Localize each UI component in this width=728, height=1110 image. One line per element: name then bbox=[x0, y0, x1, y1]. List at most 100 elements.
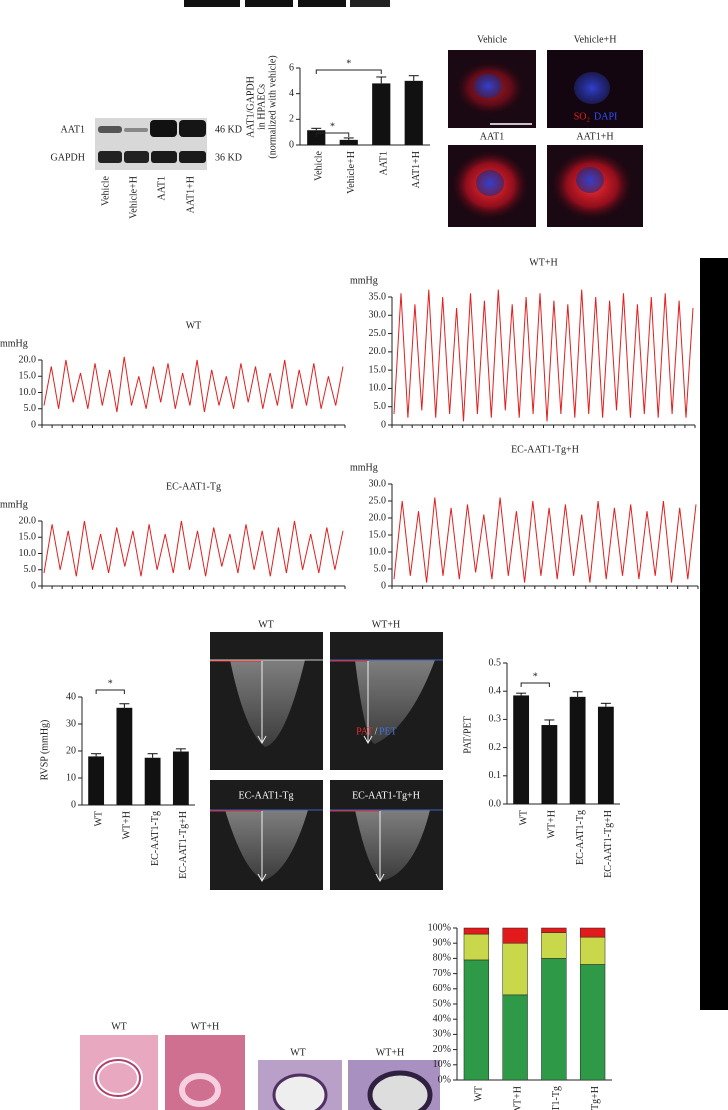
histology-images: WT WT+H WT WT+H bbox=[80, 1021, 440, 1110]
x-tick-label: EC-AAT1-Tg bbox=[150, 811, 161, 866]
x-tick-label: WT+H bbox=[547, 810, 558, 838]
bar bbox=[569, 696, 586, 804]
y-tick-label: 2 bbox=[289, 114, 294, 125]
y-tick-label: 5.0 bbox=[24, 403, 37, 414]
y-tick-label: 40 bbox=[66, 691, 76, 702]
chart-title: EC-AAT1-Tg+H bbox=[511, 444, 579, 455]
y-tick-label: 5.0 bbox=[374, 563, 387, 574]
pressure-trace bbox=[43, 520, 344, 577]
x-tick-label: WT bbox=[518, 810, 529, 826]
bar bbox=[144, 757, 161, 805]
y-axis-title: AAT1/GAPDH bbox=[245, 76, 256, 138]
echo-legend: / bbox=[375, 726, 378, 737]
y-tick-label: 0.0 bbox=[489, 798, 502, 809]
significance-label: * bbox=[533, 671, 538, 682]
image-label: AAT1+H bbox=[576, 131, 613, 142]
echo-legend: PET bbox=[379, 726, 397, 737]
y-tick-label: 0.4 bbox=[489, 685, 502, 696]
y-tick-label: 30.0 bbox=[369, 478, 387, 489]
image-label: WT bbox=[111, 1021, 127, 1032]
bar-segment bbox=[579, 936, 606, 965]
y-tick-label: 25.0 bbox=[369, 495, 387, 506]
bar-segment bbox=[502, 994, 528, 1081]
blot-size-label: 46 KD bbox=[215, 124, 242, 135]
y-tick-label: 5.0 bbox=[374, 401, 387, 412]
y-axis-unit: mmHg bbox=[0, 499, 28, 510]
image-label: Vehicle bbox=[477, 34, 508, 45]
bar bbox=[372, 83, 391, 145]
y-tick-label: 0 bbox=[381, 580, 386, 591]
x-tick-label: EC-AAT1-Tg bbox=[575, 810, 586, 865]
significance-label: * bbox=[330, 121, 335, 132]
y-tick-label: 0.1 bbox=[489, 770, 502, 781]
x-tick-label: Vehicle+H bbox=[346, 151, 357, 194]
y-tick-label: 30 bbox=[66, 718, 76, 729]
y-tick-label: 0 bbox=[381, 419, 386, 430]
y-tick-label: 10.0 bbox=[369, 546, 387, 557]
bar bbox=[597, 706, 614, 804]
y-tick-label: 20.0 bbox=[369, 346, 387, 357]
image-label: WT+H bbox=[376, 1047, 404, 1058]
chart-title: WT+H bbox=[529, 257, 557, 268]
y-tick-label: 0% bbox=[438, 1074, 451, 1085]
bar-segment bbox=[541, 958, 567, 1081]
y-tick-label: 35.0 bbox=[369, 291, 387, 302]
bar-segment bbox=[541, 927, 567, 933]
image-label: Vehicle+H bbox=[574, 34, 617, 45]
bar bbox=[88, 756, 105, 805]
bar-segment bbox=[502, 942, 528, 996]
y-axis-title: RVSP (mmHg) bbox=[39, 720, 50, 781]
x-tick-label: WT bbox=[93, 811, 104, 827]
pressure-trace bbox=[393, 497, 697, 583]
bar bbox=[307, 130, 326, 145]
y-tick-label: 0 bbox=[289, 139, 294, 150]
image-label: WT bbox=[290, 1047, 306, 1058]
echo-images: WT WT+H EC-AAT1-Tg EC-AAT1-Tg+H PAT / PE… bbox=[210, 619, 443, 890]
y-tick-label: 0.5 bbox=[489, 657, 502, 668]
stain-label: DAPI bbox=[594, 111, 617, 122]
y-tick-label: 5.0 bbox=[24, 564, 37, 575]
significance-bracket bbox=[520, 682, 550, 687]
bar-segment bbox=[541, 932, 567, 959]
blot-lane-label: Vehicle+H bbox=[128, 176, 139, 219]
x-tick-label: Vehicle bbox=[314, 150, 325, 181]
x-tick-label: WT bbox=[474, 1086, 485, 1102]
y-tick-label: 60% bbox=[433, 983, 451, 994]
y-tick-label: 20.0 bbox=[369, 512, 387, 523]
y-tick-label: 4 bbox=[289, 88, 294, 99]
y-tick-label: 20 bbox=[66, 745, 76, 756]
echo-legend: PAT bbox=[356, 726, 373, 737]
fluorescence-images: Vehicle Vehicle+H AAT1 AAT1+H SO₂ DAPI bbox=[448, 34, 643, 227]
stain-label: SO₂ bbox=[574, 111, 590, 122]
y-tick-label: 10.0 bbox=[19, 548, 37, 559]
y-axis-title: in HPAECs bbox=[256, 84, 267, 130]
pressure-trace bbox=[393, 289, 694, 422]
bar-segment bbox=[463, 959, 490, 1081]
x-tick-label: AAT1+H bbox=[411, 151, 422, 188]
y-tick-label: 80% bbox=[433, 953, 451, 964]
y-tick-label: 90% bbox=[433, 937, 451, 948]
y-axis-title: (normalized with vehicle) bbox=[267, 55, 278, 158]
chart-title: WT bbox=[186, 320, 202, 331]
significance-bracket bbox=[95, 689, 125, 694]
x-tick-label: EC-AAT1-Tg+H bbox=[603, 810, 614, 878]
image-label: WT bbox=[258, 619, 274, 630]
pressure-trace bbox=[43, 356, 344, 413]
bar bbox=[116, 707, 133, 805]
y-tick-label: 100% bbox=[428, 922, 451, 933]
bar-segment bbox=[463, 933, 490, 961]
bar bbox=[513, 695, 530, 804]
x-tick-label: WT+H bbox=[122, 811, 133, 839]
y-tick-label: 70% bbox=[433, 968, 451, 979]
y-axis-title: PAT/PET bbox=[462, 716, 473, 753]
significance-label: * bbox=[108, 678, 113, 689]
y-tick-label: 50% bbox=[433, 998, 451, 1009]
bar-segment bbox=[502, 927, 528, 944]
y-tick-label: 0 bbox=[31, 419, 36, 430]
x-tick-label: EC-AAT1-Tg+H bbox=[590, 1086, 601, 1110]
x-tick-label: EC-AAT1-Tg bbox=[551, 1086, 562, 1110]
significance-bracket bbox=[315, 69, 382, 74]
image-label: EC-AAT1-Tg+H bbox=[352, 790, 420, 801]
